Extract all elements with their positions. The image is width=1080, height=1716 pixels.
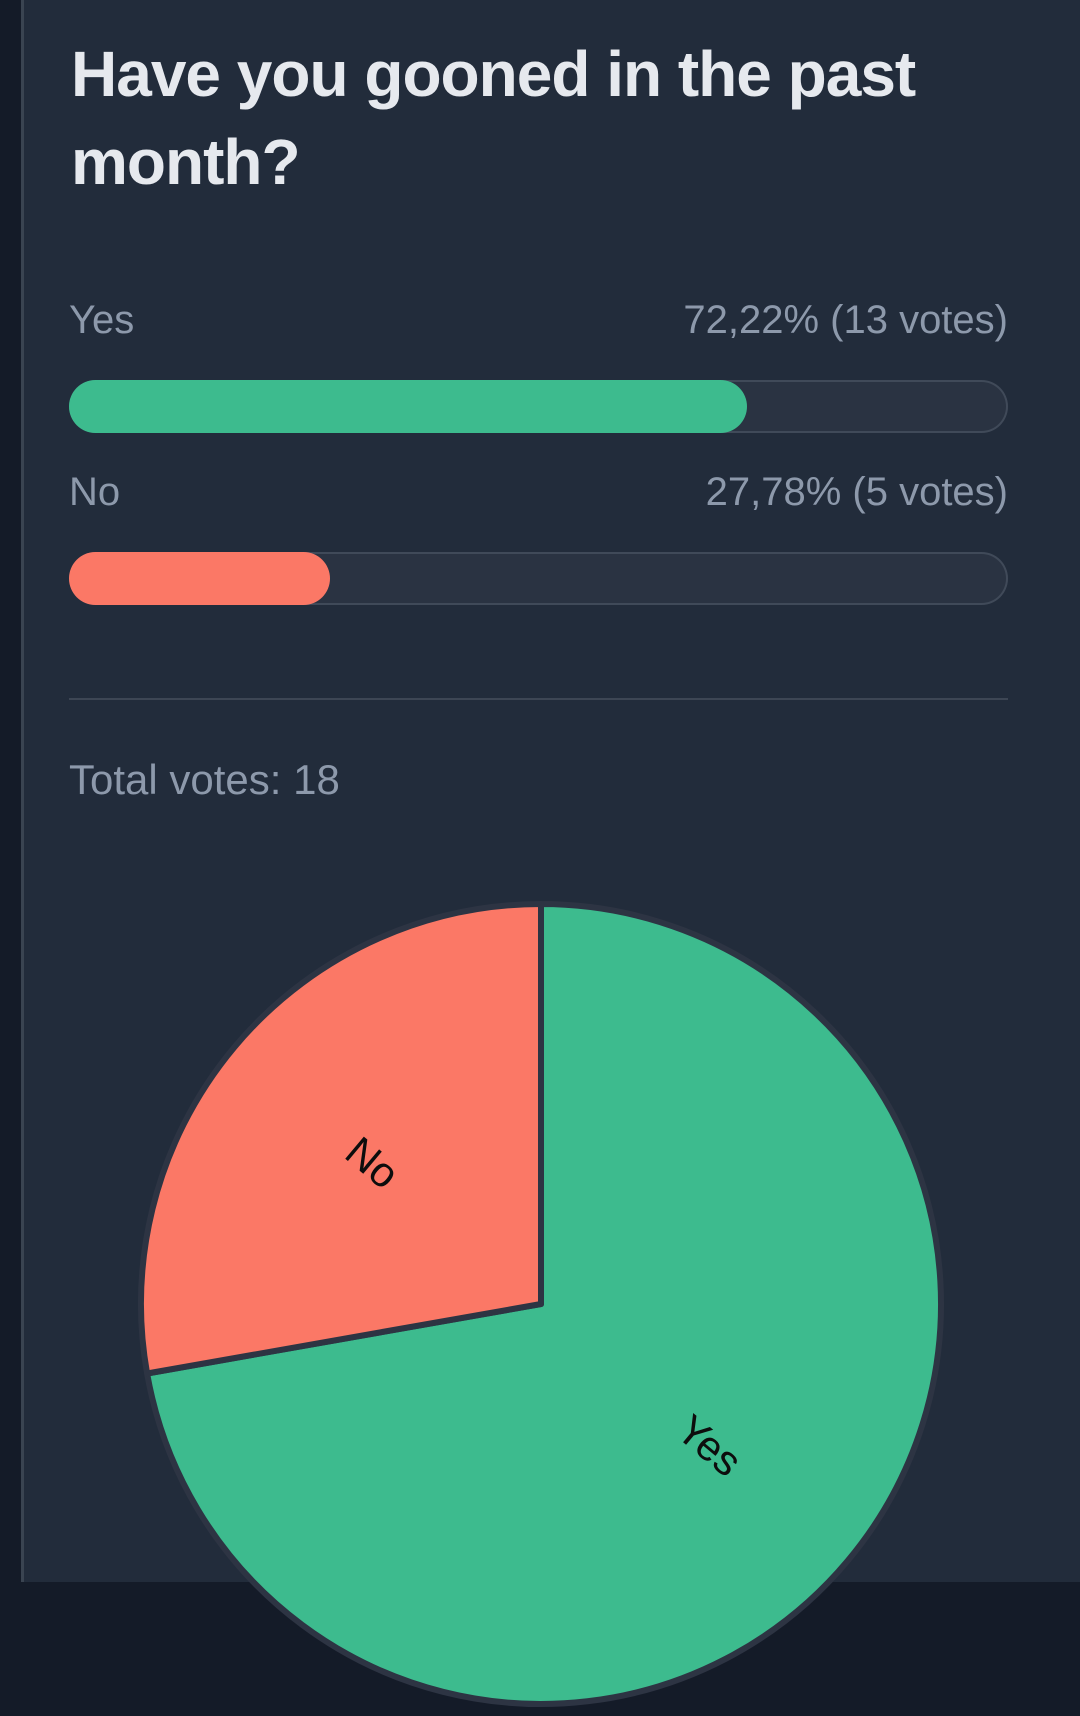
pie-chart-container: Yes No [134, 897, 948, 1711]
poll-options-list: Yes 72,22% (13 votes) No 27,78% (5 votes… [69, 296, 1008, 605]
option-label-yes: Yes [69, 298, 135, 342]
progress-fill-yes [69, 380, 748, 433]
option-head-yes: Yes 72,22% (13 votes) [69, 296, 1008, 344]
poll-option-row-yes: Yes 72,22% (13 votes) [69, 296, 1008, 433]
poll-results-panel: Have you gooned in the past month? Yes 7… [21, 0, 1080, 1707]
option-head-no: No 27,78% (5 votes) [69, 468, 1008, 516]
pie-slice-no [138, 901, 544, 1377]
progress-fill-no [69, 552, 330, 605]
option-value-no: 27,78% (5 votes) [705, 470, 1008, 514]
divider [69, 698, 1008, 700]
total-votes-text: Total votes: 18 [69, 756, 340, 803]
poll-option-row-no: No 27,78% (5 votes) [69, 468, 1008, 605]
option-label-no: No [69, 470, 121, 514]
progress-track-yes [69, 380, 1008, 433]
poll-question: Have you gooned in the past month? [71, 38, 916, 198]
progress-track-no [69, 552, 1008, 605]
option-value-yes: 72,22% (13 votes) [683, 298, 1008, 342]
